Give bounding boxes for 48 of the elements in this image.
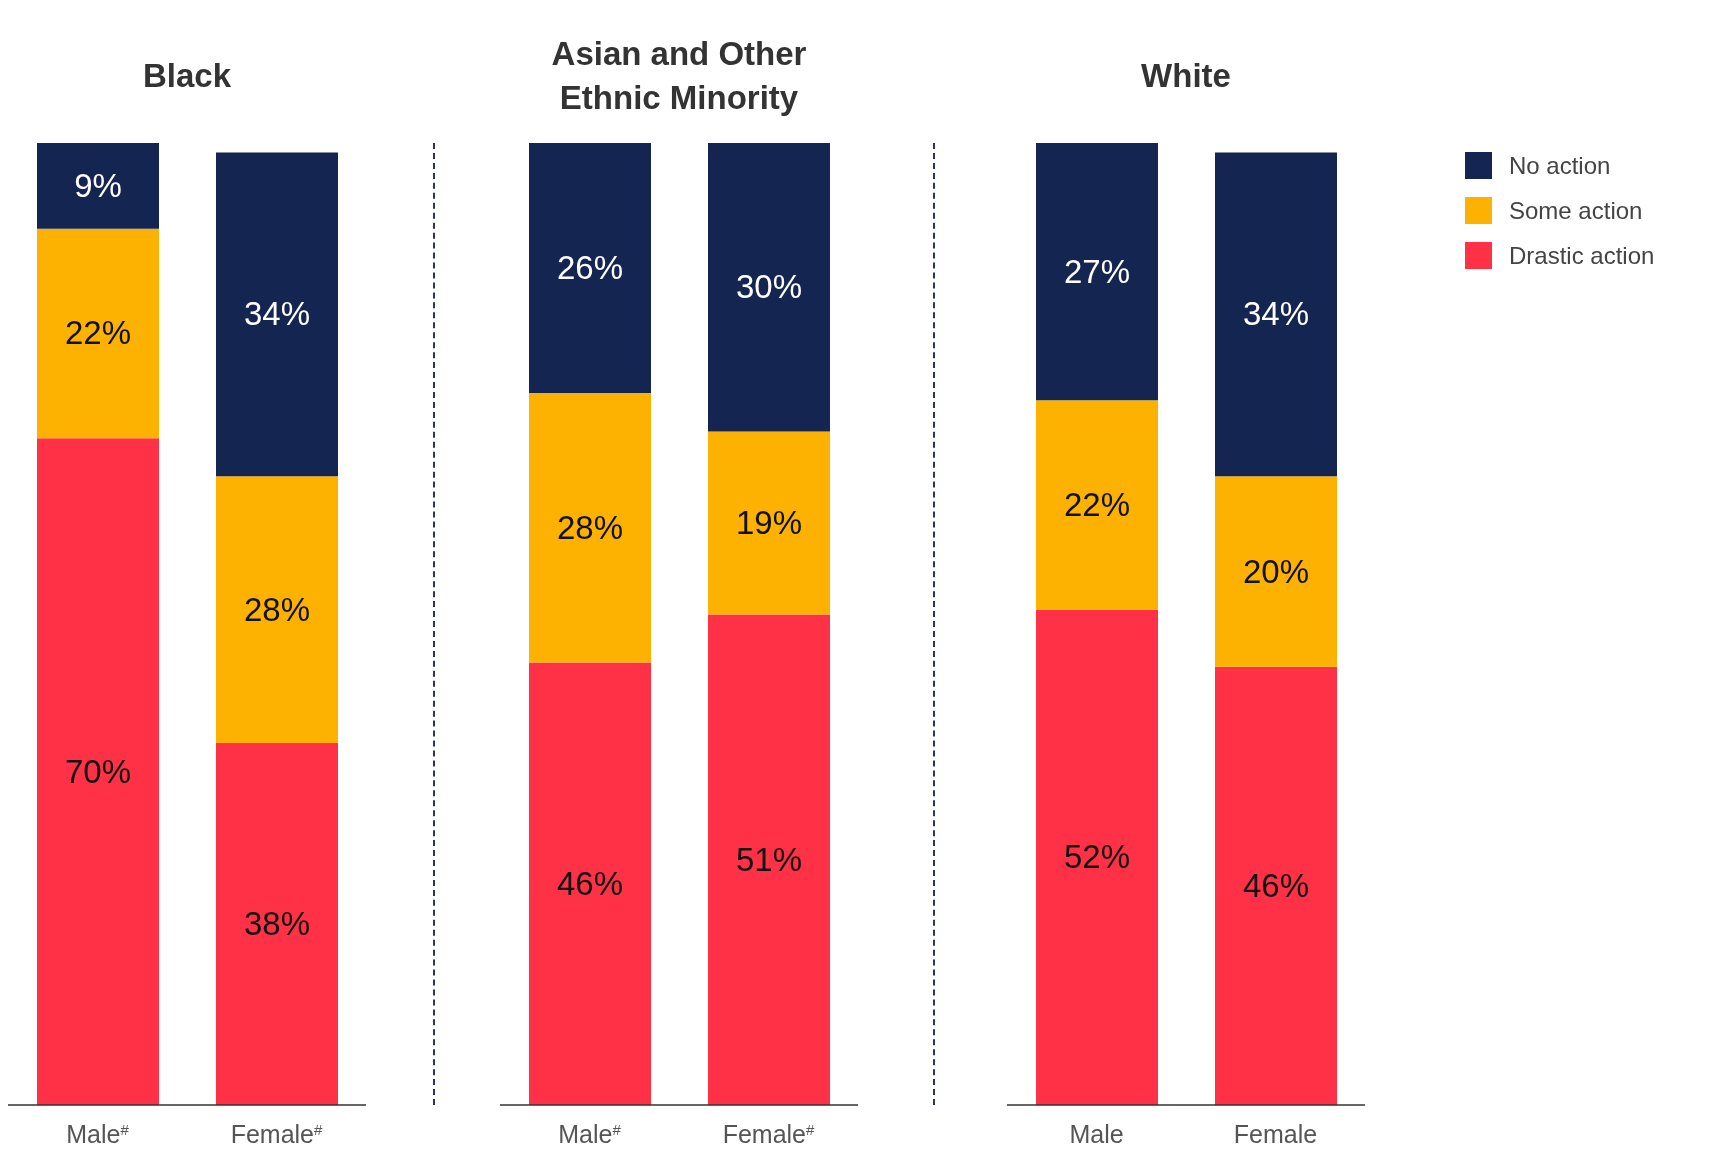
bar [529, 662, 651, 1105]
data-label: 46% [1242, 866, 1310, 904]
data-label: 22% [64, 314, 132, 352]
legend-label: Drastic action [1509, 241, 1655, 270]
data-label: 70% [64, 752, 132, 790]
bar [1036, 143, 1158, 401]
data-label: 34% [243, 295, 311, 333]
bar [708, 143, 830, 432]
data-label: 28% [243, 590, 311, 628]
bar [216, 152, 338, 477]
legend-label: No action [1509, 151, 1611, 180]
data-label: 26% [556, 249, 624, 287]
bar [1036, 609, 1158, 1105]
bar [529, 393, 651, 663]
bar [708, 614, 830, 1105]
bar [37, 228, 159, 439]
bar [529, 143, 651, 394]
data-label: 22% [1063, 485, 1131, 523]
x-tick-label: Male [1069, 1120, 1124, 1148]
data-label: 9% [74, 166, 122, 204]
bar [708, 431, 830, 615]
data-label: 19% [735, 503, 803, 541]
chart-title: Asian and Other Ethnic Minority [550, 33, 808, 118]
chart-title: White [1141, 55, 1231, 96]
x-tick-label: Female$^{#}$ [230, 1120, 324, 1148]
x-tick-label: Male$^{#}$ [66, 1120, 130, 1148]
bar [216, 743, 338, 1105]
bar [1215, 476, 1337, 667]
data-label: 46% [556, 864, 624, 902]
data-label: 20% [1242, 552, 1310, 590]
x-tick-label: Female$^{#}$ [722, 1120, 816, 1148]
bar [1215, 666, 1337, 1105]
bar [216, 476, 338, 744]
bar [37, 438, 159, 1105]
data-label: 27% [1063, 252, 1131, 290]
x-tick-label: Male$^{#}$ [558, 1120, 622, 1148]
data-label: 34% [1242, 295, 1310, 333]
bar [1036, 400, 1158, 610]
bar [1215, 152, 1337, 477]
data-label: 51% [735, 840, 803, 878]
legend-label: Some action [1509, 196, 1643, 225]
bar [37, 143, 159, 229]
chart-title: Black [142, 55, 232, 96]
data-label: 28% [556, 508, 624, 546]
x-tick-label: Female [1233, 1120, 1318, 1148]
data-label: 38% [243, 905, 311, 943]
data-label: 30% [735, 268, 803, 306]
data-label: 52% [1063, 838, 1131, 876]
